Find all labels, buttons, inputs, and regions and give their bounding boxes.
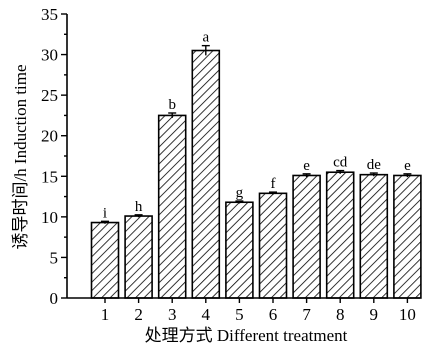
y-tick-label-0: 0 (50, 289, 59, 308)
bar-8 (325, 171, 355, 299)
x-tick-label-2: 2 (134, 305, 143, 324)
significance-label-3: b (168, 97, 176, 113)
x-tick-label-6: 6 (269, 305, 278, 324)
significance-label-9: de (367, 157, 382, 173)
bar-3 (157, 114, 187, 299)
labels-layer: i 1 h 2 b 3 a 4 g 5 f 6 e 7 cd 8 de 9 e 10 0 5 10 15 20 25 30 35 (41, 5, 416, 324)
bar-1 (90, 221, 120, 299)
bar-6 (258, 192, 288, 299)
y-tick-label-35: 35 (41, 5, 58, 24)
x-tick-label-5: 5 (235, 305, 244, 324)
x-tick-label-7: 7 (302, 305, 311, 324)
x-tick-label-1: 1 (101, 305, 110, 324)
bar-9 (359, 173, 389, 299)
bar-2 (124, 215, 153, 299)
x-tick-label-8: 8 (336, 305, 345, 324)
significance-label-2: h (135, 199, 143, 215)
significance-label-6: f (271, 176, 276, 192)
significance-label-4: a (202, 30, 209, 46)
y-tick-label-5: 5 (50, 248, 59, 267)
y-tick-label-25: 25 (41, 86, 58, 105)
bars-layer (90, 44, 422, 299)
y-tick-label-20: 20 (41, 127, 58, 146)
axes-layer (61, 13, 420, 303)
significance-label-7: e (303, 158, 310, 174)
significance-label-5: g (236, 185, 244, 201)
x-tick-label-3: 3 (168, 305, 177, 324)
y-tick-label-30: 30 (41, 46, 58, 65)
significance-label-8: cd (333, 155, 348, 171)
x-axis-title: 处理方式 Different treatment (145, 326, 348, 345)
x-tick-label-9: 9 (370, 305, 379, 324)
bar-10 (393, 174, 422, 299)
y-tick-label-10: 10 (41, 208, 58, 227)
significance-label-10: e (404, 158, 411, 174)
significance-label-1: i (103, 205, 107, 221)
bar-5 (225, 201, 254, 299)
x-tick-label-10: 10 (399, 305, 416, 324)
bar-4 (191, 49, 221, 299)
y-tick-label-15: 15 (41, 167, 58, 186)
bar-7 (292, 174, 321, 299)
x-tick-label-4: 4 (202, 305, 211, 324)
y-axis-title: 诱导时间/h Induction time (11, 64, 30, 249)
